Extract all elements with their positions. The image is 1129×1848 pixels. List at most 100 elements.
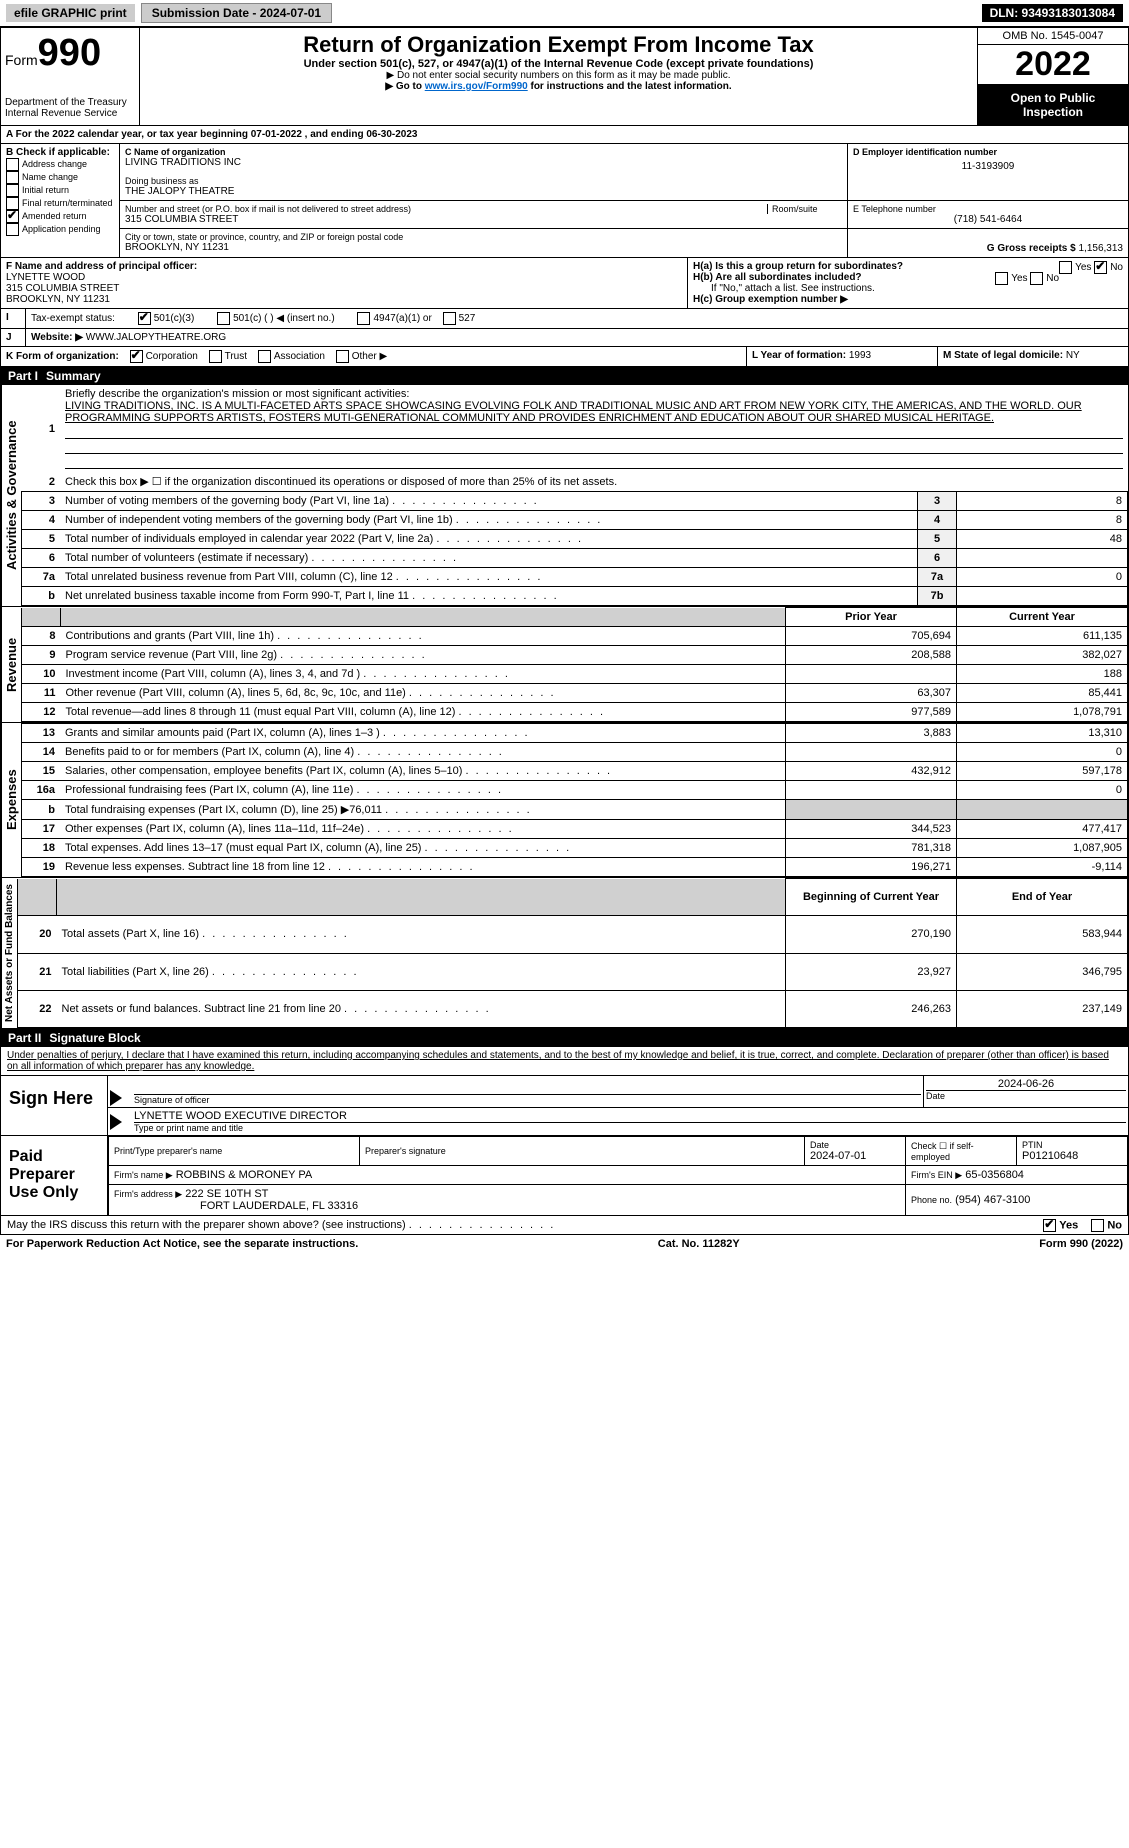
g-label: G Gross receipts $ [987,243,1076,254]
checkbox-initial-return[interactable]: Initial return [6,184,114,197]
table-row: 4Number of independent voting members of… [22,511,1128,530]
dba-label: Doing business as [125,176,842,186]
checkbox-application-pending[interactable]: Application pending [6,223,114,236]
table-row: 18Total expenses. Add lines 13–17 (must … [22,839,1128,858]
part2-header: Part IISignature Block [0,1029,1129,1047]
paid-preparer-label: Paid Preparer Use Only [1,1136,108,1215]
table-row: 8Contributions and grants (Part VIII, li… [22,627,1128,646]
table-row: bTotal fundraising expenses (Part IX, co… [22,800,1128,820]
boy-hdr: Beginning of Current Year [786,879,957,916]
firm-phone: (954) 467-3100 [955,1194,1030,1206]
table-row: 11Other revenue (Part VIII, column (A), … [22,684,1128,703]
dept-label: Department of the Treasury [5,97,135,108]
side-revenue: Revenue [1,607,21,722]
website-row: Website: ▶ WWW.JALOPYTHEATRE.ORG [26,329,1128,346]
ptin-label: PTIN [1022,1140,1122,1150]
table-row: 21Total liabilities (Part X, line 26) 23… [18,953,1128,990]
prior-year-hdr: Prior Year [786,608,957,627]
ptin: P01210648 [1022,1150,1122,1162]
table-row: 13Grants and similar amounts paid (Part … [22,724,1128,743]
h-c: H(c) Group exemption number ▶ [693,294,1123,305]
table-row: 20Total assets (Part X, line 16) 270,190… [18,916,1128,953]
eoy-hdr: End of Year [957,879,1128,916]
j-marker: J [1,329,26,346]
sign-here-label: Sign Here [1,1076,108,1135]
firm-ein: 65-0356804 [965,1169,1024,1181]
section-b: B Check if applicable: Address changeNam… [1,144,120,257]
checkbox-address-change[interactable]: Address change [6,158,114,171]
pra-notice: For Paperwork Reduction Act Notice, see … [6,1238,358,1250]
table-row: 22Net assets or fund balances. Subtract … [18,990,1128,1027]
table-row: 5Total number of individuals employed in… [22,530,1128,549]
side-net: Net Assets or Fund Balances [1,878,17,1028]
officer-addr: 315 COLUMBIA STREET [6,283,682,294]
h-b-note: If "No," attach a list. See instructions… [711,283,1123,294]
may-discuss: May the IRS discuss this return with the… [0,1216,1129,1235]
self-employed-label: Check ☐ if self-employed [906,1137,1017,1166]
open-inspection: Open to Public Inspection [978,85,1128,125]
form-footer: Form 990 (2022) [1039,1238,1123,1250]
officer-name: LYNETTE WOOD [6,272,682,283]
prep-date-label: Date [810,1140,900,1150]
d-label: D Employer identification number [853,147,1123,157]
table-row: 6Total number of volunteers (estimate if… [22,549,1128,568]
tax-exempt-status: Tax-exempt status: 501(c)(3) 501(c) ( ) … [26,309,1128,328]
state-domicile: M State of legal domicile: NY [938,347,1128,366]
officer-print-name: LYNETTE WOOD EXECUTIVE DIRECTOR [134,1110,1126,1122]
form-note1: ▶ Do not enter social security numbers o… [144,70,973,81]
irs-link[interactable]: www.irs.gov/Form990 [425,81,528,92]
form-title: Return of Organization Exempt From Incom… [144,32,973,58]
mission-text: LIVING TRADITIONS, INC. IS A MULTI-FACET… [65,400,1082,424]
declaration: Under penalties of perjury, I declare th… [0,1047,1129,1076]
table-row: 15Salaries, other compensation, employee… [22,762,1128,781]
form-number: Form990 [5,32,135,75]
submission-button[interactable]: Submission Date - 2024-07-01 [141,3,332,23]
firm-name: ROBBINS & MORONEY PA [176,1169,313,1181]
checkbox-final-return-terminated[interactable]: Final return/terminated [6,197,114,210]
checkbox-amended-return[interactable]: Amended return [6,210,114,223]
prep-sig-label: Preparer's signature [365,1146,799,1156]
h-b: H(b) Are all subordinates included? Yes … [693,272,1123,283]
part1-header: Part ISummary [0,367,1129,385]
prep-name-label: Print/Type preparer's name [114,1146,354,1156]
table-row: 16aProfessional fundraising fees (Part I… [22,781,1128,800]
officer-city: BROOKLYN, NY 11231 [6,294,682,305]
firm-addr2: FORT LAUDERDALE, FL 33316 [200,1200,358,1212]
form-header: Form990 Department of the Treasury Inter… [0,27,1129,126]
tax-year: 2022 [978,45,1128,85]
firm-name-label: Firm's name ▶ [114,1170,173,1180]
line1-label: Briefly describe the organization's miss… [65,388,409,400]
table-row: bNet unrelated business taxable income f… [22,587,1128,606]
firm-phone-label: Phone no. [911,1195,952,1205]
sig-date: 2024-06-26 [926,1078,1126,1090]
firm-ein-label: Firm's EIN ▶ [911,1170,962,1180]
arrow-icon [110,1090,122,1106]
side-expenses: Expenses [1,723,21,877]
efile-label: efile GRAPHIC print [6,4,135,22]
form-note2: ▶ Go to www.irs.gov/Form990 for instruct… [144,81,973,92]
e-label: E Telephone number [853,204,1123,214]
i-marker: I [1,309,26,328]
c-label: C Name of organization [125,147,842,157]
side-governance: Activities & Governance [1,385,21,606]
city-label: City or town, state or province, country… [125,232,842,242]
table-row: 12Total revenue—add lines 8 through 11 (… [22,703,1128,722]
irs-label: Internal Revenue Service [5,108,135,119]
checkbox-name-change[interactable]: Name change [6,171,114,184]
city-state-zip: BROOKLYN, NY 11231 [125,242,842,253]
h-a: H(a) Is this a group return for subordin… [693,261,1123,272]
date-label: Date [926,1090,1126,1101]
form-of-org: K Form of organization: Corporation Trus… [1,347,747,366]
year-formation: L Year of formation: 1993 [747,347,938,366]
table-row: 3Number of voting members of the governi… [22,492,1128,511]
dba-name: THE JALOPY THEATRE [125,186,842,197]
org-name: LIVING TRADITIONS INC [125,157,842,168]
table-row: 10Investment income (Part VIII, column (… [22,665,1128,684]
ein: 11-3193909 [853,161,1123,172]
phone: (718) 541-6464 [853,214,1123,225]
line2: Check this box ▶ ☐ if the organization d… [60,472,1128,492]
table-row: 14Benefits paid to or for members (Part … [22,743,1128,762]
dln-label: DLN: 93493183013084 [982,4,1123,22]
firm-addr1: 222 SE 10TH ST [185,1188,268,1200]
addr-label: Number and street (or P.O. box if mail i… [125,204,767,214]
